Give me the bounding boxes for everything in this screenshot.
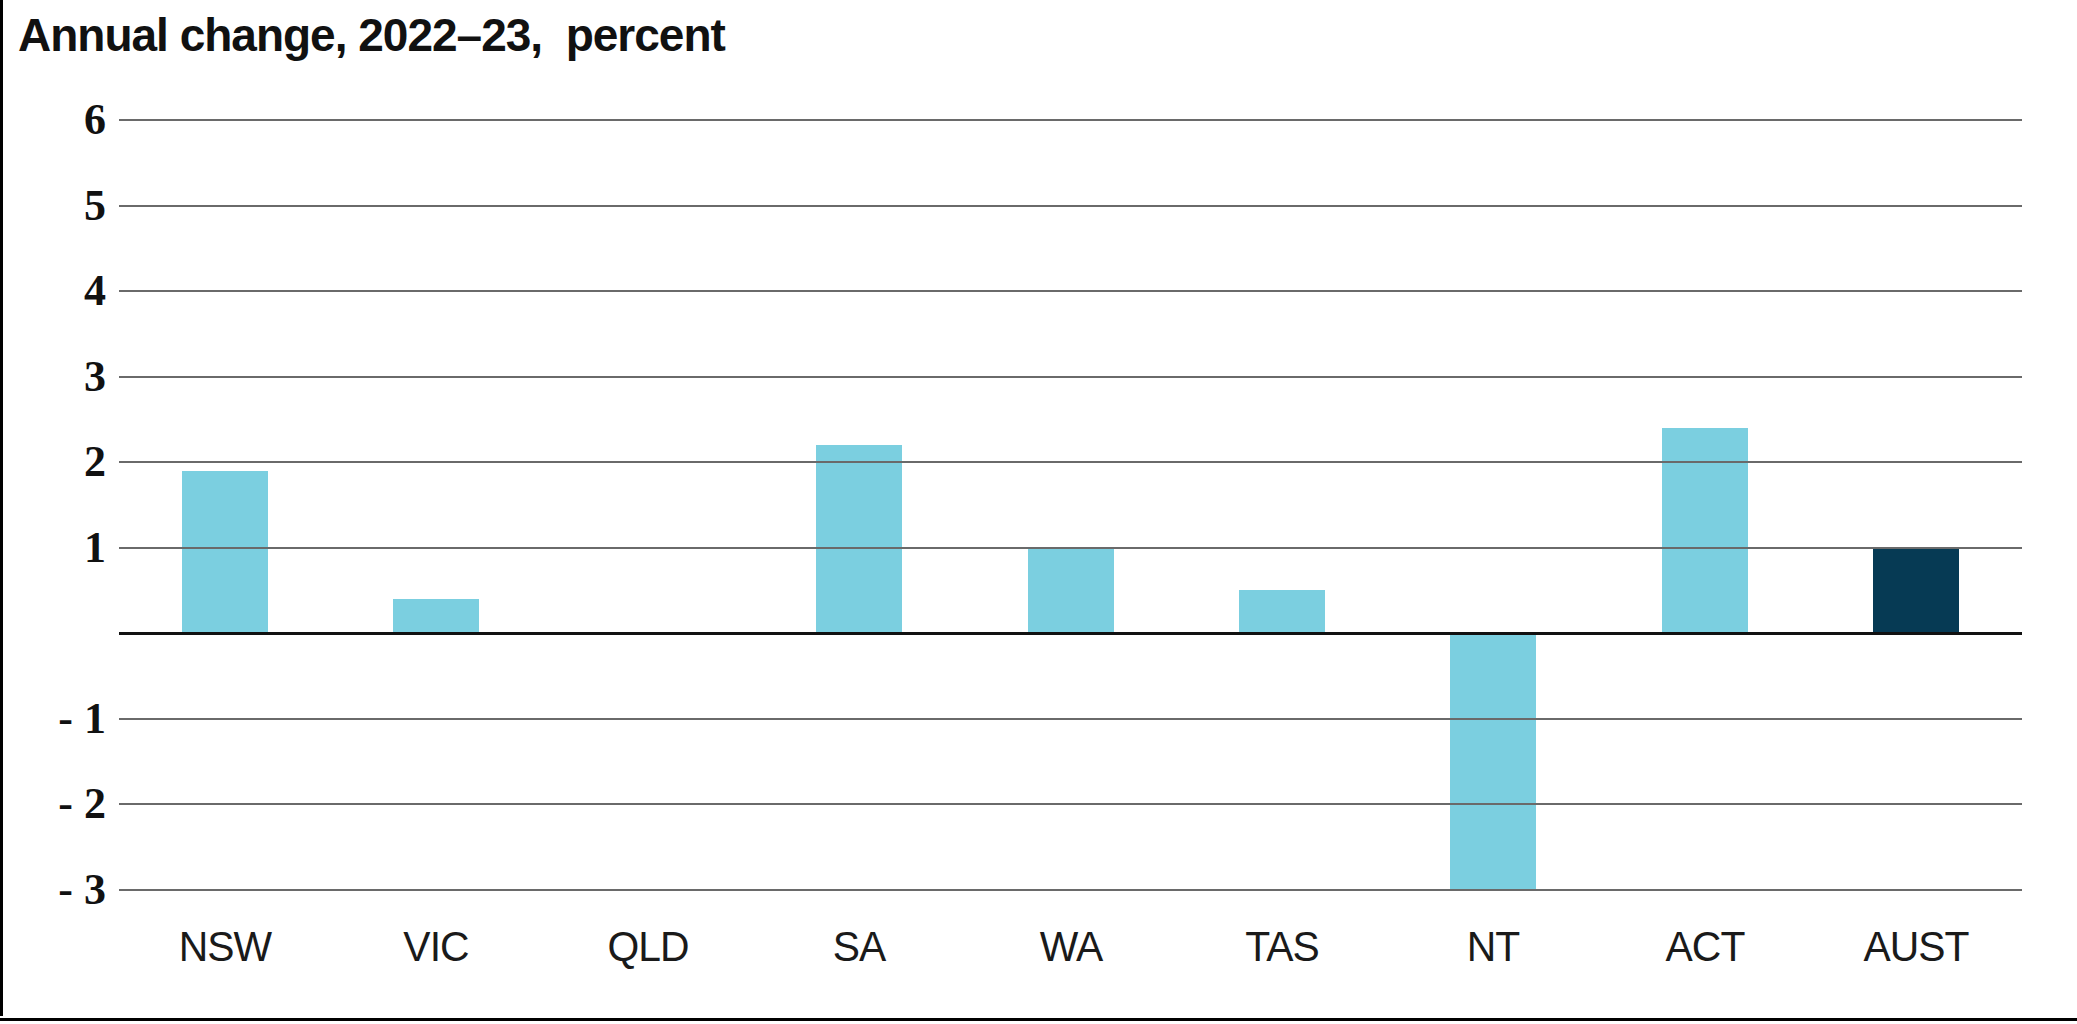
gridline--1 (119, 718, 2022, 720)
y-tick-label-2: 2 (0, 439, 106, 485)
x-tick-label-act: ACT (1600, 922, 1809, 970)
gridline-5 (119, 205, 2022, 207)
gridline-4 (119, 290, 2022, 292)
y-tick-label-4: 4 (0, 268, 106, 314)
x-tick-label-vic: VIC (332, 922, 541, 970)
bar-act (1662, 428, 1748, 633)
chart-page: { "page": { "background": "#ffffff" }, "… (0, 0, 2077, 1024)
bar-nt (1450, 633, 1536, 890)
x-tick-label-aust: AUST (1812, 922, 2021, 970)
y-tick-label-3: 3 (0, 354, 106, 400)
x-tick-label-tas: TAS (1177, 922, 1386, 970)
x-tick-label-wa: WA (966, 922, 1175, 970)
gridline--3 (119, 889, 2022, 891)
x-tick-label-nt: NT (1389, 922, 1598, 970)
bar-vic (393, 599, 479, 633)
gridline--2 (119, 803, 2022, 805)
x-axis-zero-line (119, 632, 2022, 635)
bar-chart-plot-area: 6 5 4 3 2 1 - 1 - 2 - 3 NSWVICQLDSAWATASNTACTAUST (0, 0, 2077, 1024)
bar-sa (816, 445, 902, 633)
x-tick-label-nsw: NSW (120, 922, 329, 970)
bar-nsw (182, 471, 268, 633)
bar-tas (1239, 590, 1325, 633)
y-tick-label-1: 1 (0, 525, 106, 571)
gridline-2 (119, 461, 2022, 463)
bar-aust (1873, 548, 1959, 634)
y-tick-label--1: - 1 (0, 696, 106, 742)
y-tick-label-6: 6 (0, 97, 106, 143)
gridline-3 (119, 376, 2022, 378)
x-tick-label-sa: SA (755, 922, 964, 970)
y-tick-label-5: 5 (0, 183, 106, 229)
gridline-6 (119, 119, 2022, 121)
y-tick-label--2: - 2 (0, 781, 106, 827)
gridline-1 (119, 547, 2022, 549)
x-tick-label-qld: QLD (543, 922, 752, 970)
bar-wa (1028, 548, 1114, 634)
y-tick-label--3: - 3 (0, 867, 106, 913)
